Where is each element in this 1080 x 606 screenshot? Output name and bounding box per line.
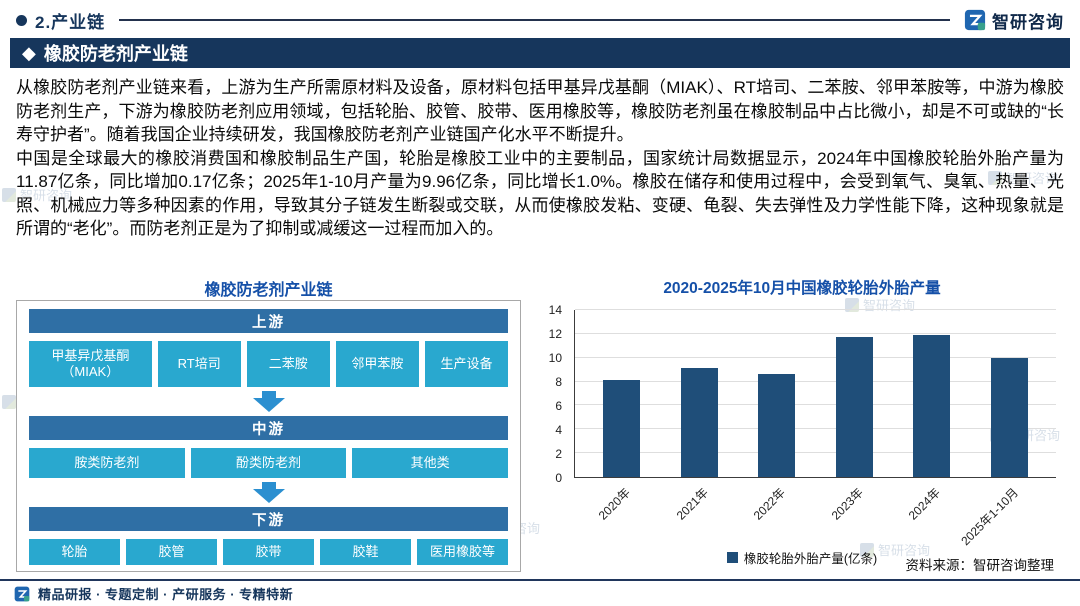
watermark-logo-icon [2,394,16,409]
chain-item: 甲基异戊基酮（MIAK） [29,341,152,387]
bar [990,358,1028,477]
gridlines [575,309,1056,477]
chain-item: 胺类防老剂 [29,448,185,478]
gridline [575,452,1056,454]
chart-title: 2020-2025年10月中国橡胶轮胎外胎产量 [663,280,941,297]
gridline [575,356,1056,358]
chain-item: 其他类 [352,448,509,478]
data-source-note: 资料来源：智研咨询整理 [905,558,1055,573]
y-tick-label: 0 [555,471,562,485]
y-tick-label: 2 [555,447,562,461]
tier-downstream: 下游 轮胎 胶管 胶带 胶鞋 医用橡胶等 [29,507,508,565]
brand-logo-text: 智研咨询 [992,12,1064,32]
page-header: 2.产业链 智研咨询 [16,7,1064,33]
industry-chain-diagram: 橡胶防老剂产业链 上游 甲基异戊基酮（MIAK） RT培司 二苯胺 邻甲苯胺 生产设备 … [16,276,521,572]
chain-item: RT培司 [157,341,241,387]
watermark-logo-icon [2,187,16,202]
x-tick-label: 2024年 [905,485,944,523]
footer-slogan: 精品研报 · 专题定制 · 产研服务 · 专精特新 [38,587,294,602]
brand-logo: 智研咨询 [964,8,1064,33]
page-title: 橡胶防老剂产业链 [43,44,188,64]
x-tick-label: 2023年 [828,485,866,523]
chain-item: 医用橡胶等 [417,539,508,565]
gridline [575,428,1056,430]
bar [835,337,873,477]
x-tick-label: 2022年 [750,485,789,523]
tier-midstream: 中游 胺类防老剂 酚类防老剂 其他类 [29,416,509,478]
y-tick-label: 10 [548,351,562,365]
gridline [575,309,1056,310]
legend-swatch-icon [726,552,738,563]
bar-column: 2025年1-10月 [958,310,1049,548]
bar-column: 2020年 [583,310,661,523]
section-title: 2.产业链 [35,12,106,32]
chain-item: 轮胎 [29,539,120,565]
bar-column: 2022年 [738,310,816,523]
tier-upstream: 上游 甲基异戊基酮（MIAK） RT培司 二苯胺 邻甲苯胺 生产设备 [29,309,509,387]
y-axis: 0 2 4 6 8 10 12 14 [540,303,570,485]
tier-upstream-header: 上游 [29,309,508,333]
y-tick-label: 6 [555,399,562,413]
bar-column: 2021年 [661,310,739,523]
chain-item: 二苯胺 [246,341,330,387]
gridline [575,404,1056,406]
legend-label: 橡胶轮胎外胎产量(亿条) [743,552,878,566]
page-title-bar: ◆ 橡胶防老剂产业链 [10,38,1070,68]
chain-item: 生产设备 [424,341,509,387]
section-bullet-icon [16,14,27,26]
tier-downstream-items: 轮胎 胶管 胶带 胶鞋 医用橡胶等 [29,539,508,565]
down-arrow-icon [29,482,508,503]
zhiyan-logo-icon [964,9,986,31]
bar-column: 2024年 [893,310,971,523]
diagram-title: 橡胶防老剂产业链 [204,282,333,299]
plot-area: 2020年 2021年 2022年 2023年 2024年 2025年1-10月 [574,309,1056,548]
tier-upstream-items: 甲基异戊基酮（MIAK） RT培司 二苯胺 邻甲苯胺 生产设备 [29,341,509,387]
gridline [575,380,1056,382]
gridline [575,332,1056,334]
y-tick-label: 14 [548,303,562,317]
bar [758,374,796,477]
bar [603,380,641,477]
page-footer: 精品研报 · 专题定制 · 产研服务 · 专精特新 [0,579,1080,606]
bar [680,368,718,477]
down-arrow-icon [29,391,508,412]
chain-item: 胶带 [223,539,314,565]
y-tick-label: 12 [548,327,562,341]
tier-midstream-items: 胺类防老剂 酚类防老剂 其他类 [29,448,509,478]
bar-column: 2023年 [816,310,894,523]
paragraph-2: 中国是全球最大的橡胶消费国和橡胶制品生产国，轮胎是橡胶工业中的主要制品，国家统计… [16,148,1064,239]
header-divider [119,19,950,21]
diagram-frame: 上游 甲基异戊基酮（MIAK） RT培司 二苯胺 邻甲苯胺 生产设备 中游 胺类防老剂酚… [16,300,521,572]
y-tick-label: 8 [555,375,562,389]
chain-item: 胶鞋 [320,539,411,565]
bars: 2020年 2021年 2022年 2023年 2024年 2025年1-10月 [575,310,1056,548]
chain-item: 胶管 [126,539,217,565]
diamond-icon: ◆ [22,42,36,63]
bar [913,335,951,477]
chain-item: 邻甲苯胺 [335,341,419,387]
x-tick-label: 2025年1-10月 [957,485,1021,549]
paragraph-1: 从橡胶防老剂产业链来看，上游为生产所需原材料及设备，原材料包括甲基异戊基酮（MI… [16,78,1064,144]
y-tick-label: 4 [555,423,562,437]
tier-midstream-header: 中游 [29,416,508,440]
body-text: 从橡胶防老剂产业链来看，上游为生产所需原材料及设备，原材料包括甲基异戊基酮（MI… [16,76,1064,241]
chain-item: 酚类防老剂 [190,448,347,478]
chart-legend: 橡胶轮胎外胎产量(亿条) [540,548,1064,567]
tire-output-chart: 2020-2025年10月中国橡胶轮胎外胎产量 0 2 4 6 8 10 12 14 2020… [540,276,1064,567]
footer-logo-icon [14,586,30,601]
chart-area: 0 2 4 6 8 10 12 14 2020年 2021年 2022年 2023年 2024年 202… [540,303,1064,548]
tier-downstream-header: 下游 [29,507,508,531]
x-tick-label: 2020年 [595,485,634,523]
x-tick-label: 2021年 [673,485,711,523]
